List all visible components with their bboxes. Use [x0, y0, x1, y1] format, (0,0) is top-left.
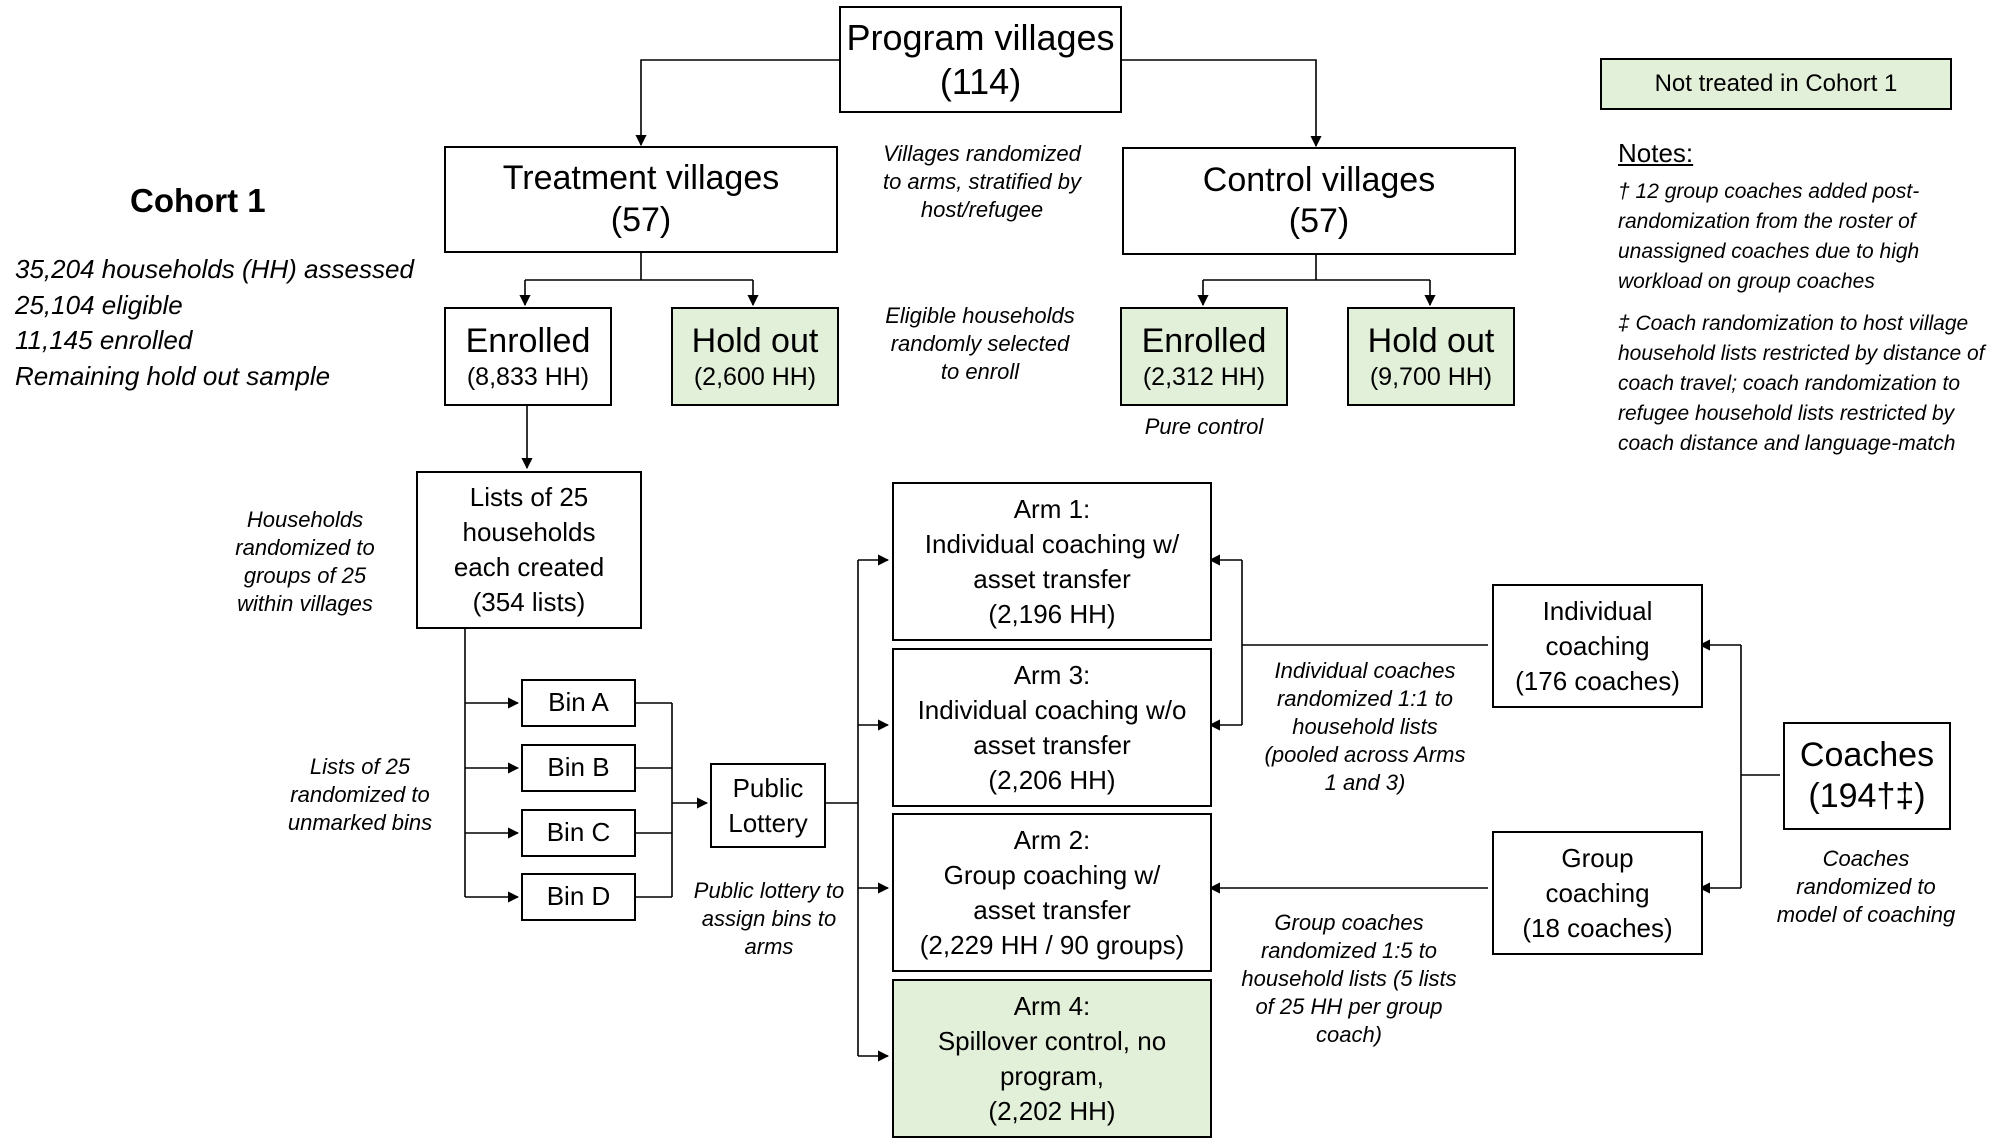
arm4-box: Arm 4: Spillover control, no program, (2…	[892, 979, 1212, 1138]
arm4-count: (2,202 HH)	[988, 1095, 1116, 1126]
notes-heading: Notes:	[1618, 138, 1694, 168]
control-enrolled-box: Enrolled (2,312 HH)	[1120, 307, 1288, 406]
bins-note: Lists of 25 randomized to unmarked bins	[287, 754, 433, 835]
coaches-count: (194†‡)	[1808, 777, 1926, 815]
treatment-enrolled-count: (8,833 HH)	[466, 362, 590, 391]
lists-box: Lists of 25 households each created (354…	[416, 471, 642, 629]
individual-coaching-count: (176 coaches)	[1515, 665, 1680, 696]
arrow-program-treatment	[635, 59, 839, 147]
line-lottery-arms	[823, 560, 859, 1056]
arrow-program-control	[1122, 59, 1322, 148]
control-holdout-box: Hold out (9,700 HH)	[1347, 307, 1515, 406]
individual-coaches-note: Individual coaches randomized 1:1 to hou…	[1264, 658, 1466, 795]
control-enrolled-title: Enrolled	[1141, 321, 1267, 360]
control-holdout-count: (9,700 HH)	[1369, 362, 1493, 391]
arm2-desc: Group coaching w/ asset transfer	[943, 859, 1161, 925]
control-holdout-title: Hold out	[1367, 321, 1495, 360]
legend-not-treated: Not treated in Cohort 1	[1600, 58, 1952, 110]
program-villages-title: Program villages	[846, 16, 1115, 58]
group-coaching-count: (18 coaches)	[1522, 912, 1673, 943]
treatment-villages-count: (57)	[610, 200, 672, 239]
arm1-title: Arm 1:	[1013, 493, 1091, 524]
arm3-box: Arm 3: Individual coaching w/o asset tra…	[892, 648, 1212, 807]
bin-b: Bin B	[521, 744, 636, 792]
lottery-note: Public lottery to assign bins to arms	[693, 878, 845, 959]
arm1-count: (2,196 HH)	[988, 598, 1116, 629]
notes-panel: Notes: † 12 group coaches added post-ran…	[1618, 138, 1998, 459]
bin-c: Bin C	[521, 809, 636, 857]
arm2-title: Arm 2:	[1013, 824, 1091, 855]
treatment-holdout-count: (2,600 HH)	[693, 362, 817, 391]
line-control-split	[1203, 255, 1430, 281]
randomization-note: Villages randomized to arms, stratified …	[882, 141, 1082, 222]
cohort-enrolled: 11,145 enrolled	[15, 325, 193, 355]
treatment-holdout-box: Hold out (2,600 HH)	[671, 307, 839, 406]
cohort-holdout: Remaining hold out sample	[15, 360, 331, 391]
treatment-enrolled-title: Enrolled	[465, 321, 591, 360]
coaches-label: Coaches	[1799, 735, 1935, 774]
group-coaching-label: Group coaching	[1545, 842, 1650, 908]
arm2-box: Arm 2: Group coaching w/ asset transfer …	[892, 813, 1212, 972]
individual-coaching-label: Individual coaching	[1542, 595, 1653, 661]
arm3-title: Arm 3:	[1013, 659, 1091, 690]
treatment-enrolled-box: Enrolled (8,833 HH)	[444, 307, 612, 406]
bin-d: Bin D	[521, 873, 636, 921]
note-double-dagger: ‡ Coach randomization to host village ho…	[1618, 312, 1985, 455]
pure-control-label: Pure control	[1144, 414, 1264, 439]
individual-coaching-box: Individual coaching (176 coaches)	[1492, 584, 1703, 708]
arm1-box: Arm 1: Individual coaching w/ asset tran…	[892, 482, 1212, 641]
arm1-desc: Individual coaching w/ asset transfer	[924, 528, 1180, 594]
cohort-title: Cohort 1	[130, 182, 266, 219]
line-bins-lottery	[636, 702, 673, 898]
group-coaching-box: Group coaching (18 coaches)	[1492, 831, 1703, 955]
eligible-note: Eligible households randomly selected to…	[885, 303, 1075, 384]
coaches-note: Coaches randomized to model of coaching	[1776, 846, 1956, 927]
treatment-holdout-title: Hold out	[691, 321, 819, 360]
line-indiv-arms	[1241, 560, 1488, 725]
arm4-title: Arm 4:	[1013, 990, 1091, 1021]
control-villages-count: (57)	[1288, 202, 1350, 240]
bin-a: Bin A	[521, 679, 636, 727]
lists-label: Lists of 25 households each created	[453, 482, 605, 582]
arm3-count: (2,206 HH)	[988, 764, 1116, 795]
bin-b-label: Bin B	[547, 752, 610, 783]
public-lottery-label: Public Lottery	[728, 772, 808, 838]
treatment-villages-title: Treatment villages	[502, 159, 780, 198]
cohort-assessed: 35,204 households (HH) assessed	[15, 254, 414, 284]
group-coaches-note: Group coaches randomized 1:5 to househol…	[1241, 910, 1457, 1047]
control-villages-box: Control villages (57)	[1122, 147, 1516, 255]
bin-c-label: Bin C	[546, 817, 611, 848]
bin-a-label: Bin A	[548, 687, 609, 718]
bin-d-label: Bin D	[546, 881, 611, 912]
coaches-box: Coaches (194†‡)	[1783, 722, 1951, 830]
households-note: Households randomized to groups of 25 wi…	[235, 507, 375, 616]
cohort-lines: 35,204 households (HH) assessed 25,104 e…	[15, 252, 414, 394]
line-treatment-split	[525, 253, 753, 281]
control-villages-title: Control villages	[1202, 160, 1436, 199]
public-lottery-box: Public Lottery	[710, 763, 826, 848]
note-dagger: † 12 group coaches added post-randomizat…	[1618, 180, 1920, 293]
program-villages-box: Program villages (114)	[839, 6, 1122, 113]
legend-label: Not treated in Cohort 1	[1654, 70, 1898, 98]
program-villages-count: (114)	[939, 60, 1022, 102]
line-coaches-split	[1740, 645, 1780, 888]
treatment-villages-box: Treatment villages (57)	[444, 146, 838, 253]
control-enrolled-count: (2,312 HH)	[1142, 362, 1266, 391]
cohort-eligible: 25,104 eligible	[15, 289, 183, 320]
arm3-desc: Individual coaching w/o asset transfer	[917, 694, 1187, 760]
lists-count: (354 lists)	[472, 587, 586, 617]
arm2-count: (2,229 HH / 90 groups)	[919, 929, 1185, 960]
arm4-desc: Spillover control, no program,	[937, 1025, 1167, 1091]
